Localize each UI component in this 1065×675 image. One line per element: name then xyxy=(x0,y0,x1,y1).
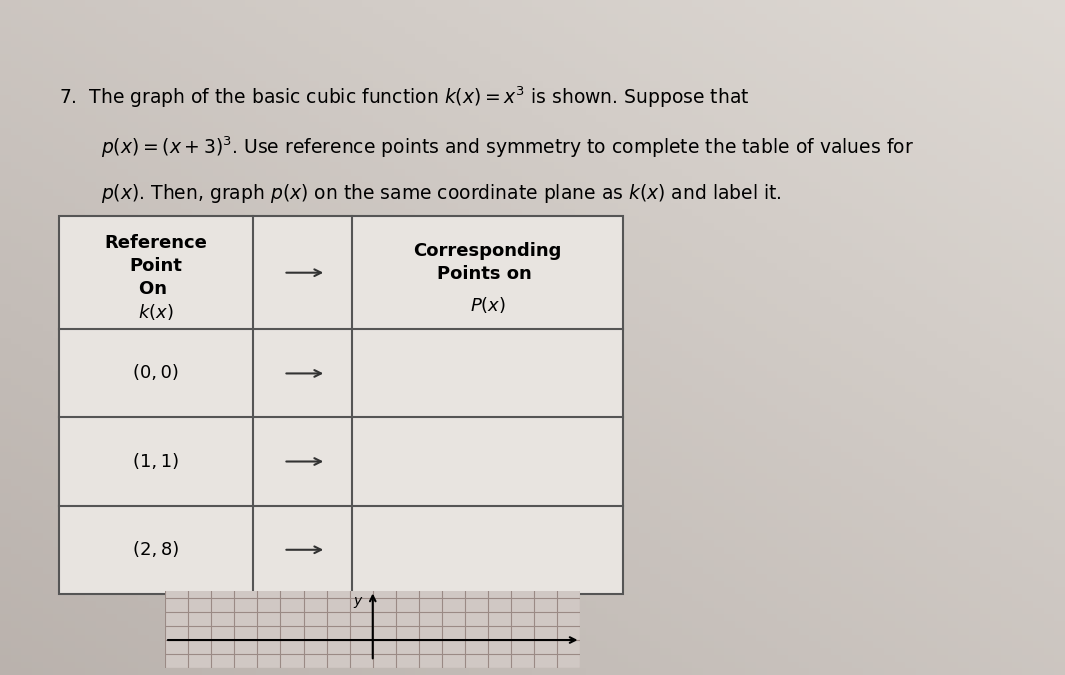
Text: $P(x)$: $P(x)$ xyxy=(470,295,506,315)
Text: (0, 0): (0, 0) xyxy=(133,364,179,383)
Text: 7.  The graph of the basic cubic function $k(x) = x^3$ is shown. Suppose that: 7. The graph of the basic cubic function… xyxy=(59,84,749,110)
Text: $p(x) = (x + 3)^3$. Use reference points and symmetry to complete the table of v: $p(x) = (x + 3)^3$. Use reference points… xyxy=(101,135,914,161)
Text: (2, 8): (2, 8) xyxy=(133,541,179,559)
Text: $p(x)$. Then, graph $p(x)$ on the same coordinate plane as $k(x)$ and label it.: $p(x)$. Then, graph $p(x)$ on the same c… xyxy=(101,182,782,205)
Text: Reference
Point
On: Reference Point On xyxy=(104,234,208,298)
Text: $k(x)$: $k(x)$ xyxy=(138,302,174,322)
Text: $y$: $y$ xyxy=(353,595,363,610)
Text: (1, 1): (1, 1) xyxy=(133,452,179,470)
Bar xyxy=(59,216,623,594)
Text: Corresponding
Points on: Corresponding Points on xyxy=(413,242,561,283)
